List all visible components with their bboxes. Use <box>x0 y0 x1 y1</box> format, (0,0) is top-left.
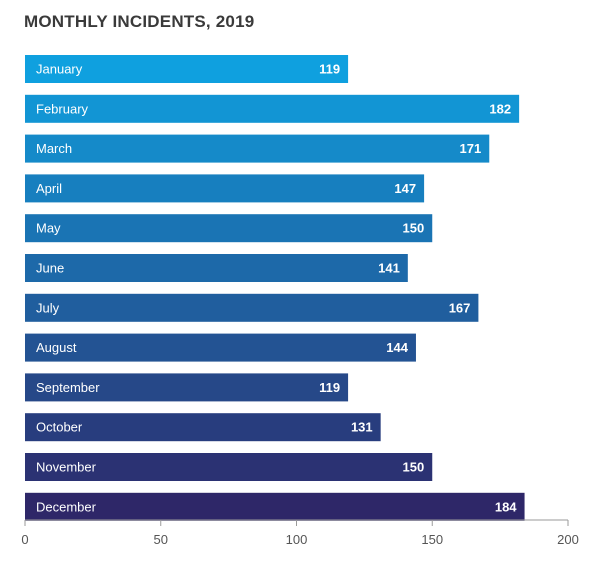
category-label: June <box>36 261 64 276</box>
category-label: February <box>36 101 89 116</box>
category-label: December <box>36 499 97 514</box>
bar-july <box>25 293 479 322</box>
bar-april <box>25 174 425 203</box>
x-tick-label: 100 <box>286 532 308 547</box>
value-label: 150 <box>403 460 425 475</box>
value-label: 144 <box>386 340 408 355</box>
bar-december <box>25 492 525 521</box>
bar-august <box>25 333 416 362</box>
category-label: August <box>36 340 77 355</box>
bar-june <box>25 254 408 282</box>
bar-may <box>25 214 433 243</box>
category-label: November <box>36 460 97 475</box>
x-tick-label: 0 <box>21 532 28 547</box>
category-label: October <box>36 420 83 435</box>
bar-september <box>25 373 349 402</box>
bar-february <box>25 94 520 123</box>
value-label: 141 <box>378 261 400 276</box>
value-label: 119 <box>319 62 340 77</box>
value-label: 119 <box>319 380 340 395</box>
bar-october <box>25 413 381 442</box>
value-label: 147 <box>394 181 416 196</box>
x-tick-label: 50 <box>154 532 168 547</box>
value-label: 131 <box>351 420 373 435</box>
bar-january <box>25 55 349 83</box>
x-tick-label: 200 <box>557 532 579 547</box>
category-label: April <box>36 181 62 196</box>
value-label: 171 <box>460 141 482 156</box>
category-label: September <box>36 380 100 395</box>
value-label: 167 <box>449 300 471 315</box>
value-label: 150 <box>403 221 425 236</box>
x-tick-label: 150 <box>421 532 443 547</box>
bar-march <box>25 134 490 163</box>
value-label: 182 <box>489 101 511 116</box>
category-label: May <box>36 221 61 236</box>
category-label: March <box>36 141 72 156</box>
bar-november <box>25 453 433 481</box>
chart-title: MONTHLY INCIDENTS, 2019 <box>24 12 255 31</box>
category-label: January <box>36 62 83 77</box>
category-label: July <box>36 300 60 315</box>
value-label: 184 <box>495 499 517 514</box>
